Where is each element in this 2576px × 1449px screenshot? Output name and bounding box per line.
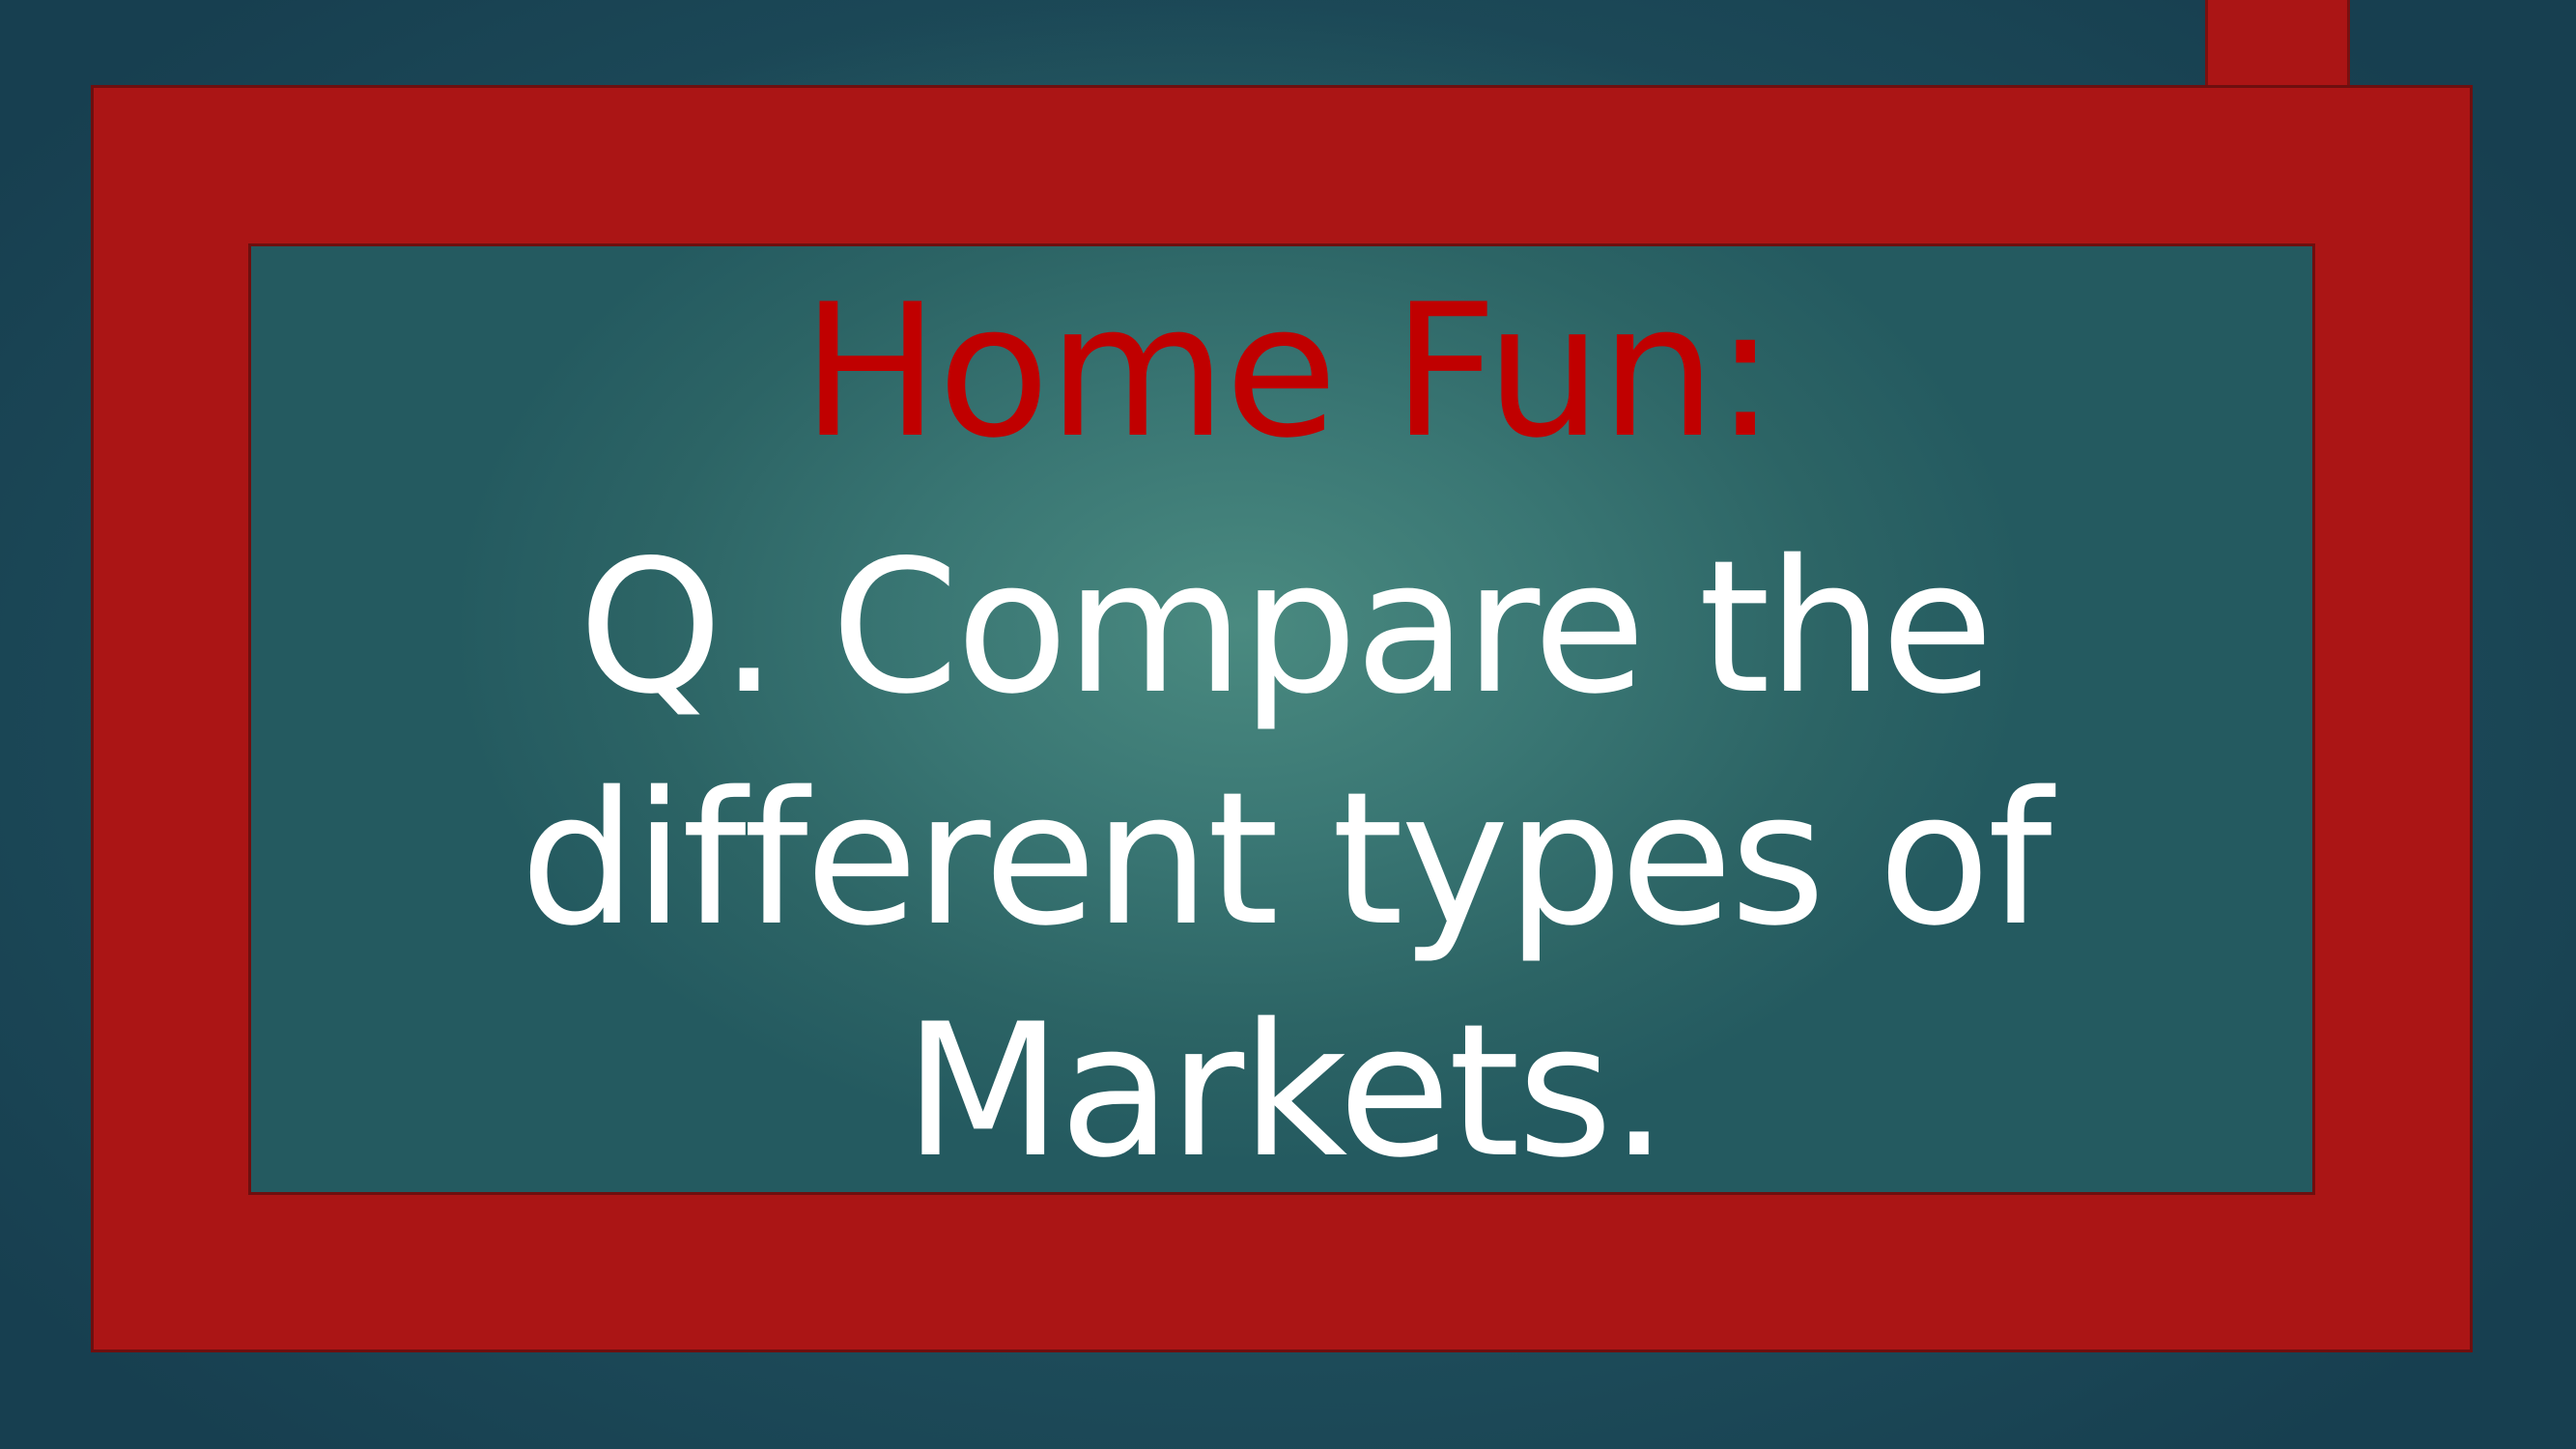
content-panel bbox=[248, 243, 2315, 1195]
red-corner-tab bbox=[2205, 0, 2350, 87]
slide-heading: Home Fun: bbox=[801, 265, 1776, 478]
question-text: Q. Compare the different types of Market… bbox=[290, 512, 2279, 1208]
question-line: different types of bbox=[520, 753, 2052, 966]
question-line: Markets. bbox=[903, 984, 1669, 1198]
question-line: Q. Compare the bbox=[578, 521, 1994, 734]
